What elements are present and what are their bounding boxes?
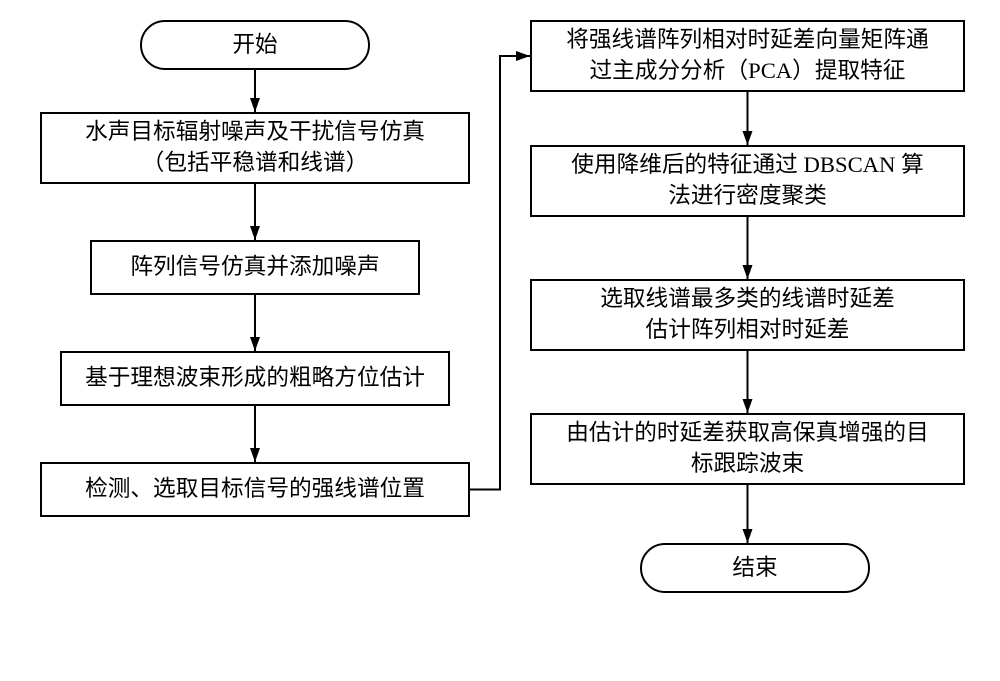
flow-node-r4: 由估计的时延差获取高保真增强的目 标跟踪波束 <box>530 413 965 485</box>
flow-node-l2: 阵列信号仿真并添加噪声 <box>90 240 420 295</box>
flow-node-label: 选取线谱最多类的线谱时延差 估计阵列相对时延差 <box>600 284 895 345</box>
flow-node-start: 开始 <box>140 20 370 70</box>
flow-node-label: 结束 <box>732 553 777 584</box>
flow-node-label: 检测、选取目标信号的强线谱位置 <box>85 474 425 505</box>
flow-node-l3: 基于理想波束形成的粗略方位估计 <box>60 351 450 406</box>
flow-node-l4: 检测、选取目标信号的强线谱位置 <box>40 462 470 517</box>
flow-node-label: 将强线谱阵列相对时延差向量矩阵通 过主成分分析（PCA）提取特征 <box>566 25 929 86</box>
flow-node-r1: 将强线谱阵列相对时延差向量矩阵通 过主成分分析（PCA）提取特征 <box>530 20 965 92</box>
flow-node-label: 阵列信号仿真并添加噪声 <box>130 252 379 283</box>
flowchart-canvas: 开始水声目标辐射噪声及干扰信号仿真 （包括平稳谱和线谱） 阵列信号仿真并添加噪声基… <box>0 0 1000 681</box>
flow-node-label: 开始 <box>232 30 277 61</box>
flow-node-l1: 水声目标辐射噪声及干扰信号仿真 （包括平稳谱和线谱） <box>40 112 470 184</box>
flow-node-label: 基于理想波束形成的粗略方位估计 <box>85 363 425 394</box>
flow-node-label: 水声目标辐射噪声及干扰信号仿真 （包括平稳谱和线谱） <box>85 117 425 178</box>
flow-node-label: 使用降维后的特征通过 DBSCAN 算 法进行密度聚类 <box>571 150 923 211</box>
flow-node-end: 结束 <box>640 543 870 593</box>
flow-node-label: 由估计的时延差获取高保真增强的目 标跟踪波束 <box>566 418 929 479</box>
flow-node-r2: 使用降维后的特征通过 DBSCAN 算 法进行密度聚类 <box>530 145 965 217</box>
flow-node-r3: 选取线谱最多类的线谱时延差 估计阵列相对时延差 <box>530 279 965 351</box>
